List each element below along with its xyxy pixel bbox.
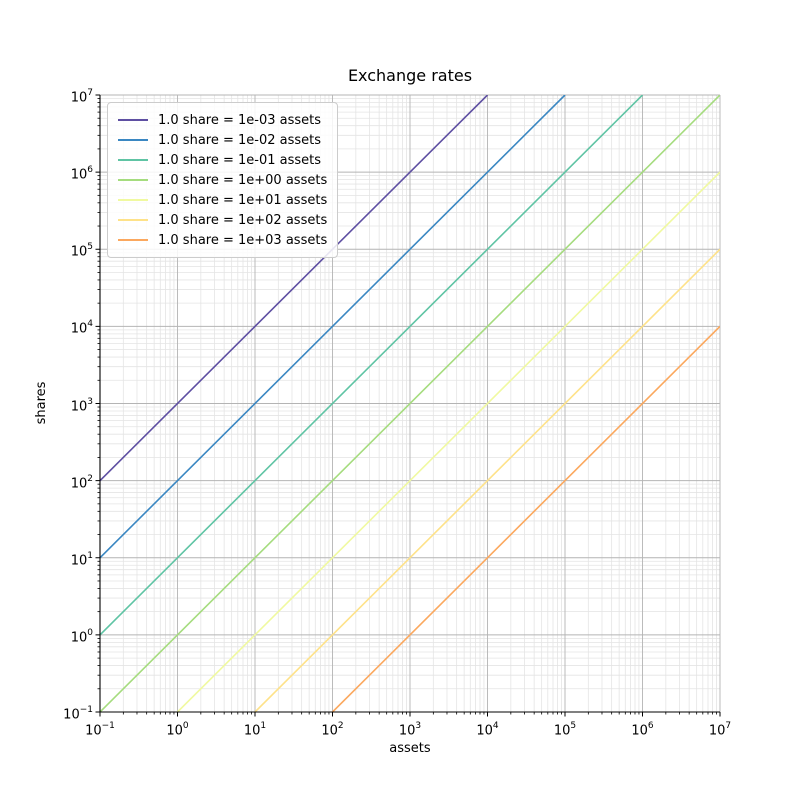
series-line-0 bbox=[100, 95, 489, 482]
series-line-3 bbox=[100, 95, 720, 712]
y-tick-label: 104 bbox=[70, 319, 93, 337]
legend-line-swatch bbox=[118, 179, 148, 181]
legend-item: 1.0 share = 1e-01 assets bbox=[118, 150, 327, 170]
x-axis-label: assets bbox=[389, 741, 431, 756]
chart-title: Exchange rates bbox=[347, 66, 473, 85]
legend-line-swatch bbox=[118, 239, 148, 241]
x-tick-label: 102 bbox=[321, 721, 344, 739]
y-tick-label: 10−1 bbox=[63, 705, 93, 723]
legend-item: 1.0 share = 1e+01 assets bbox=[118, 190, 327, 210]
legend-item: 1.0 share = 1e+02 assets bbox=[118, 210, 327, 230]
x-tick-label: 100 bbox=[166, 721, 189, 739]
y-tick-label: 102 bbox=[70, 473, 93, 491]
y-axis-label: shares bbox=[34, 381, 49, 425]
x-tick-label: 107 bbox=[708, 721, 732, 739]
series-line-4 bbox=[176, 171, 720, 712]
y-tick-label: 105 bbox=[70, 242, 93, 260]
series-line-2 bbox=[100, 95, 644, 636]
series-lines bbox=[100, 95, 720, 712]
y-tick-label: 106 bbox=[70, 165, 93, 183]
legend-item: 1.0 share = 1e-02 assets bbox=[118, 130, 327, 150]
y-tick-label: 107 bbox=[70, 88, 93, 106]
series-line-5 bbox=[254, 248, 720, 712]
legend-line-swatch bbox=[118, 119, 148, 121]
legend-label: 1.0 share = 1e+02 assets bbox=[158, 212, 328, 228]
legend-label: 1.0 share = 1e+01 assets bbox=[158, 192, 328, 208]
y-tick-label: 101 bbox=[70, 550, 93, 569]
y-tick-label: 100 bbox=[70, 627, 93, 646]
legend-label: 1.0 share = 1e+00 assets bbox=[158, 172, 328, 188]
x-tick-label: 106 bbox=[631, 721, 654, 739]
legend-line-swatch bbox=[118, 139, 148, 141]
x-tick-label: 101 bbox=[243, 721, 267, 739]
x-tick-label: 10−1 bbox=[85, 721, 115, 739]
x-tick-label: 104 bbox=[476, 721, 499, 739]
x-tick-label: 105 bbox=[553, 721, 577, 739]
legend-line-swatch bbox=[118, 219, 148, 221]
legend-item: 1.0 share = 1e-03 assets bbox=[118, 110, 327, 130]
legend-line-swatch bbox=[118, 159, 148, 161]
legend-label: 1.0 share = 1e-02 assets bbox=[158, 132, 322, 148]
legend: 1.0 share = 1e-03 assets 1.0 share = 1e-0… bbox=[107, 102, 339, 258]
legend-item: 1.0 share = 1e+00 assets bbox=[118, 170, 327, 190]
legend-label: 1.0 share = 1e-03 assets bbox=[158, 112, 322, 128]
x-tick-label: 103 bbox=[398, 721, 422, 739]
legend-label: 1.0 share = 1e+03 assets bbox=[158, 232, 328, 248]
legend-item: 1.0 share = 1e+03 assets bbox=[118, 230, 327, 250]
tick-marks bbox=[95, 94, 721, 717]
y-tick-label: 103 bbox=[70, 396, 93, 414]
series-line-6 bbox=[331, 325, 720, 712]
series-line-1 bbox=[100, 95, 566, 559]
legend-line-swatch bbox=[118, 199, 148, 201]
legend-label: 1.0 share = 1e-01 assets bbox=[158, 152, 322, 168]
